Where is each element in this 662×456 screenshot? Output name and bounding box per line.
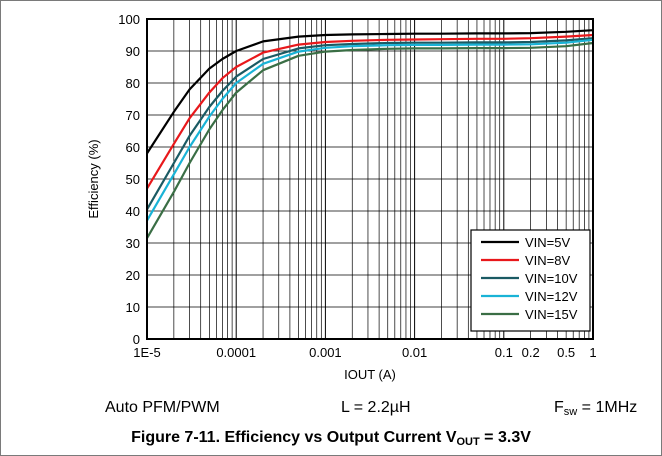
fsw-subscript: sw <box>563 406 578 418</box>
x-tick-label: 1E-5 <box>133 345 160 360</box>
series-line <box>146 37 594 210</box>
legend-label: VIN=5V <box>525 235 570 250</box>
caption-main: Figure 7-11. Efficiency vs Output Curren… <box>131 429 457 446</box>
plot-area-border <box>146 18 594 340</box>
legend-label: VIN=12V <box>525 289 578 304</box>
y-tick-label: 100 <box>118 12 140 27</box>
y-axis-label: Efficiency (%) <box>86 139 101 218</box>
y-tick-label: 70 <box>126 108 140 123</box>
mode-condition: Auto PFM/PWM <box>105 399 220 416</box>
series-line <box>146 33 594 190</box>
inductor-condition: L = 2.2µH <box>341 399 411 416</box>
legend: VIN=5V VIN=8V VIN=10V VIN=12V VIN=15V <box>470 229 591 332</box>
x-tick-label: 0.0001 <box>216 345 256 360</box>
series-line <box>146 38 594 222</box>
fsw-value: = 1MHz <box>577 399 638 416</box>
legend-label: VIN=10V <box>525 271 578 286</box>
y-tick-label: 90 <box>126 44 140 59</box>
efficiency-chart: 0 10 20 30 40 50 60 70 80 90 100 1E-5 0.0001 0.001 0.0… <box>86 12 597 382</box>
x-tick-label: 0.1 <box>495 345 513 360</box>
series-line <box>146 41 594 239</box>
y-tick-label: 10 <box>126 300 140 315</box>
y-tick-label: 20 <box>126 268 140 283</box>
legend-label: VIN=8V <box>525 253 570 268</box>
fsw-symbol: F <box>554 399 564 416</box>
series-lines <box>146 29 594 239</box>
caption-tail: = 3.3V <box>479 429 531 446</box>
x-tick-label: 1 <box>589 345 596 360</box>
y-tick-label: 60 <box>126 140 140 155</box>
caption-subscript: OUT <box>456 436 480 448</box>
x-tick-label: 0.2 <box>522 345 540 360</box>
x-axis-label: IOUT (A) <box>344 367 396 382</box>
tick-labels: 0 10 20 30 40 50 60 70 80 90 100 1E-5 0.0001 0.001 0.0… <box>118 12 596 360</box>
switching-frequency-condition: Fsw = 1MHz <box>554 399 637 418</box>
y-tick-label: 0 <box>133 332 140 347</box>
x-tick-label: 0.5 <box>557 345 575 360</box>
x-tick-label: 0.001 <box>309 345 342 360</box>
y-tick-label: 50 <box>126 172 140 187</box>
y-tick-label: 40 <box>126 204 140 219</box>
figure-caption: Figure 7-11. Efficiency vs Output Curren… <box>1 429 661 448</box>
legend-label: VIN=15V <box>525 307 578 322</box>
y-tick-label: 80 <box>126 76 140 91</box>
series-line <box>146 29 594 154</box>
y-tick-label: 30 <box>126 236 140 251</box>
x-tick-label: 0.01 <box>402 345 427 360</box>
